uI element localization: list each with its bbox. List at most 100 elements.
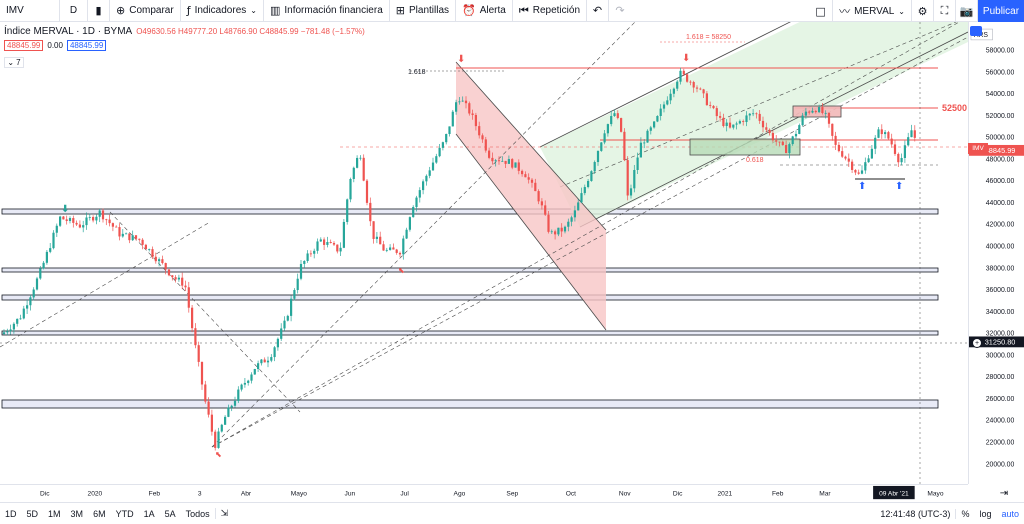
desc-channel-lower[interactable] [455, 133, 607, 331]
crosshair-add-button[interactable]: + [972, 338, 982, 348]
publish-label: Publicar [982, 5, 1020, 17]
settings-button[interactable]: ⚙ [912, 0, 934, 22]
candle-body [818, 107, 821, 113]
candle-body [398, 252, 402, 255]
replay-button[interactable]: ⏮ Repetición [513, 0, 588, 22]
price-tick-label: 28000.00 [986, 374, 1015, 381]
snapshot-button[interactable]: 📷 [956, 0, 978, 22]
clock-button[interactable]: 12:41:48 (UTC-3) [875, 509, 957, 519]
zone-26000[interactable] [1, 399, 939, 409]
zone-32000[interactable] [1, 330, 939, 336]
range-button-3m[interactable]: 3M [70, 508, 84, 519]
arrow-down-marker-1[interactable]: ⬇ [457, 54, 465, 65]
range-button-1a[interactable]: 1A [143, 508, 155, 519]
candle-body [880, 129, 883, 135]
layout-button[interactable]: □ [809, 0, 834, 22]
time-axis[interactable]: Dic 2020 Feb 3 Abr Mayo Jun Jul Ago Sep Oct Nov Dic 2… [0, 484, 968, 502]
candle-body [550, 231, 553, 233]
candle-body [679, 70, 682, 82]
redo-button[interactable]: ↷ [609, 0, 631, 22]
arrow-up-marker-2[interactable]: ⬆ [895, 181, 903, 192]
candle-body [801, 115, 804, 126]
fullscreen-button[interactable]: ⛶ [934, 0, 956, 22]
zone-38000[interactable] [1, 267, 939, 273]
log-toggle[interactable]: log [979, 509, 992, 519]
scroll-right-button[interactable] [970, 26, 982, 36]
interval-label: D [69, 5, 78, 16]
candle-body [504, 160, 507, 164]
undo-button[interactable]: ↶ [587, 0, 610, 22]
arrow-up-marker-1[interactable]: ⬆ [858, 181, 866, 192]
candle-body [603, 133, 606, 143]
trendline-main[interactable] [211, 22, 968, 448]
ascending-channel[interactable] [540, 22, 968, 227]
candle-body [686, 74, 689, 82]
range-button-5d[interactable]: 5D [26, 508, 39, 519]
symbol-search[interactable]: IMV [0, 0, 60, 22]
price-axis[interactable]: ARS 58000.0056000.0054000.0052000.005000… [968, 22, 1024, 484]
current-price-tag[interactable] [969, 144, 1024, 156]
candle-body [65, 219, 68, 221]
candle-body [273, 347, 276, 358]
undo-icon: ↶ [592, 4, 603, 17]
trendline-secondary[interactable] [211, 22, 640, 448]
descending-channel[interactable] [456, 62, 606, 330]
range-button-1d[interactable]: 1D [5, 508, 17, 519]
sell-price-box[interactable]: 48845.99 [4, 40, 44, 51]
goto-date-button[interactable]: ⇥ [998, 487, 1010, 499]
price-tick-label: 32000.00 [986, 331, 1015, 338]
candle-body [78, 224, 81, 228]
chart-type-button[interactable]: ▮ [88, 0, 110, 22]
trendline-fall[interactable] [109, 211, 301, 413]
buy-price-box[interactable]: 48845.99 [66, 40, 107, 51]
crosshair-price-tag[interactable] [969, 336, 1024, 348]
red-box[interactable] [792, 105, 842, 118]
compare-button[interactable]: ⊕ Comparar [110, 0, 181, 22]
channel-upper-line[interactable] [539, 22, 800, 148]
range-button-todos[interactable]: Todos [185, 508, 210, 519]
publish-button[interactable]: Publicar [978, 0, 1024, 22]
percent-toggle[interactable]: % [961, 509, 970, 519]
symbol-compare-dropdown[interactable]: 〰 MERVAL ⌄ [833, 0, 912, 22]
candle-body [441, 142, 444, 148]
interval-button[interactable]: D [60, 0, 88, 22]
range-button-5a[interactable]: 5A [164, 508, 176, 519]
price-chart[interactable]: 1.618 1.618 = 58250 52500 0.618 ⬇ ⬇ ⬇ ⬆ … [0, 22, 968, 484]
date-range-button[interactable]: ⇲ [214, 508, 234, 519]
candle-body [464, 100, 468, 104]
channel-lower-line[interactable] [579, 31, 968, 228]
candle-body [379, 236, 382, 245]
indicator-count: 7 [16, 58, 21, 67]
arrow-small-marker-2[interactable]: ⬉ [398, 266, 405, 275]
candle-body [415, 197, 418, 208]
range-button-6m[interactable]: 6M [93, 508, 106, 519]
candle-body [557, 227, 560, 235]
arrow-small-marker-1[interactable]: ⬉ [215, 450, 222, 459]
candle-body [544, 205, 547, 215]
current-date-badge [873, 485, 915, 500]
arrow-down-marker-2[interactable]: ⬇ [682, 53, 690, 64]
candle-body [171, 275, 174, 278]
financials-button[interactable]: ▥ Información financiera [264, 0, 390, 22]
legend-title[interactable]: Índice MERVAL · 1D · BYMA [4, 26, 133, 37]
candle-body [224, 416, 227, 425]
candle-body [293, 290, 296, 299]
trendline-early[interactable] [0, 221, 211, 348]
green-box[interactable] [689, 138, 801, 156]
trendline-low[interactable] [211, 36, 968, 448]
indicators-button[interactable]: ƒ Indicadores ⌄ [181, 0, 264, 22]
candle-body [214, 431, 217, 448]
top-toolbar: IMV D ▮ ⊕ Comparar ƒ Indicadores ⌄ ▥ Inf… [0, 0, 1024, 22]
candle-body [616, 113, 619, 119]
alert-button[interactable]: ⏰ Alerta [456, 0, 513, 22]
indicator-collapse-toggle[interactable]: ⌄ 7 [4, 57, 24, 68]
templates-button[interactable]: ⊞ Plantillas [390, 0, 457, 22]
range-button-ytd[interactable]: YTD [115, 508, 134, 519]
arrow-down-marker-green[interactable]: ⬇ [61, 204, 69, 215]
zone-43000[interactable] [1, 208, 939, 215]
candle-body [395, 249, 398, 253]
range-button-1m[interactable]: 1M [48, 508, 61, 519]
price-tick-label: 34000.00 [986, 309, 1015, 316]
zone-35500[interactable] [1, 294, 939, 301]
auto-toggle[interactable]: auto [1001, 509, 1019, 519]
